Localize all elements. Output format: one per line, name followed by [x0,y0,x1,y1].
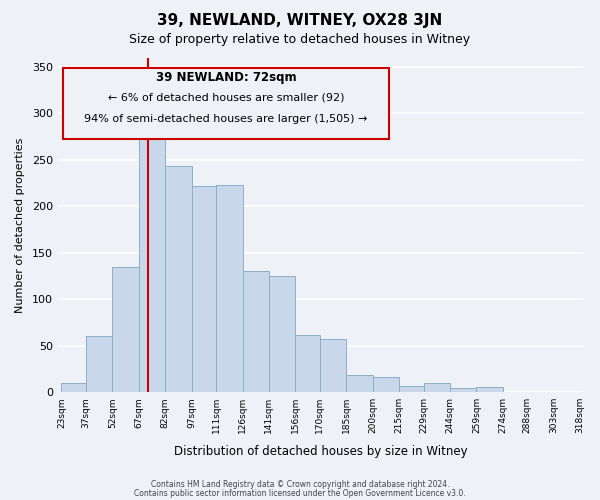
Bar [112,266,139,392]
FancyBboxPatch shape [63,68,389,140]
Text: Contains public sector information licensed under the Open Government Licence v3: Contains public sector information licen… [134,488,466,498]
Bar [269,276,295,392]
Bar [86,336,112,392]
Text: 39 NEWLAND: 72sqm: 39 NEWLAND: 72sqm [156,71,296,84]
Bar [216,185,242,392]
Bar [191,186,216,392]
X-axis label: Distribution of detached houses by size in Witney: Distribution of detached houses by size … [174,444,467,458]
Bar [346,376,373,392]
Y-axis label: Number of detached properties: Number of detached properties [15,137,25,312]
Bar [399,386,424,392]
Text: 94% of semi-detached houses are larger (1,505) →: 94% of semi-detached houses are larger (… [85,114,368,124]
Text: Contains HM Land Registry data © Crown copyright and database right 2024.: Contains HM Land Registry data © Crown c… [151,480,449,489]
Bar [450,388,476,392]
Bar [373,378,399,392]
Bar [61,383,86,392]
Bar [320,339,346,392]
Text: 39, NEWLAND, WITNEY, OX28 3JN: 39, NEWLAND, WITNEY, OX28 3JN [157,12,443,28]
Bar [476,386,503,392]
Bar [424,383,450,392]
Bar [242,272,269,392]
Text: ← 6% of detached houses are smaller (92): ← 6% of detached houses are smaller (92) [108,92,344,102]
Text: Size of property relative to detached houses in Witney: Size of property relative to detached ho… [130,32,470,46]
Bar [139,136,165,392]
Bar [295,334,320,392]
Bar [165,166,191,392]
